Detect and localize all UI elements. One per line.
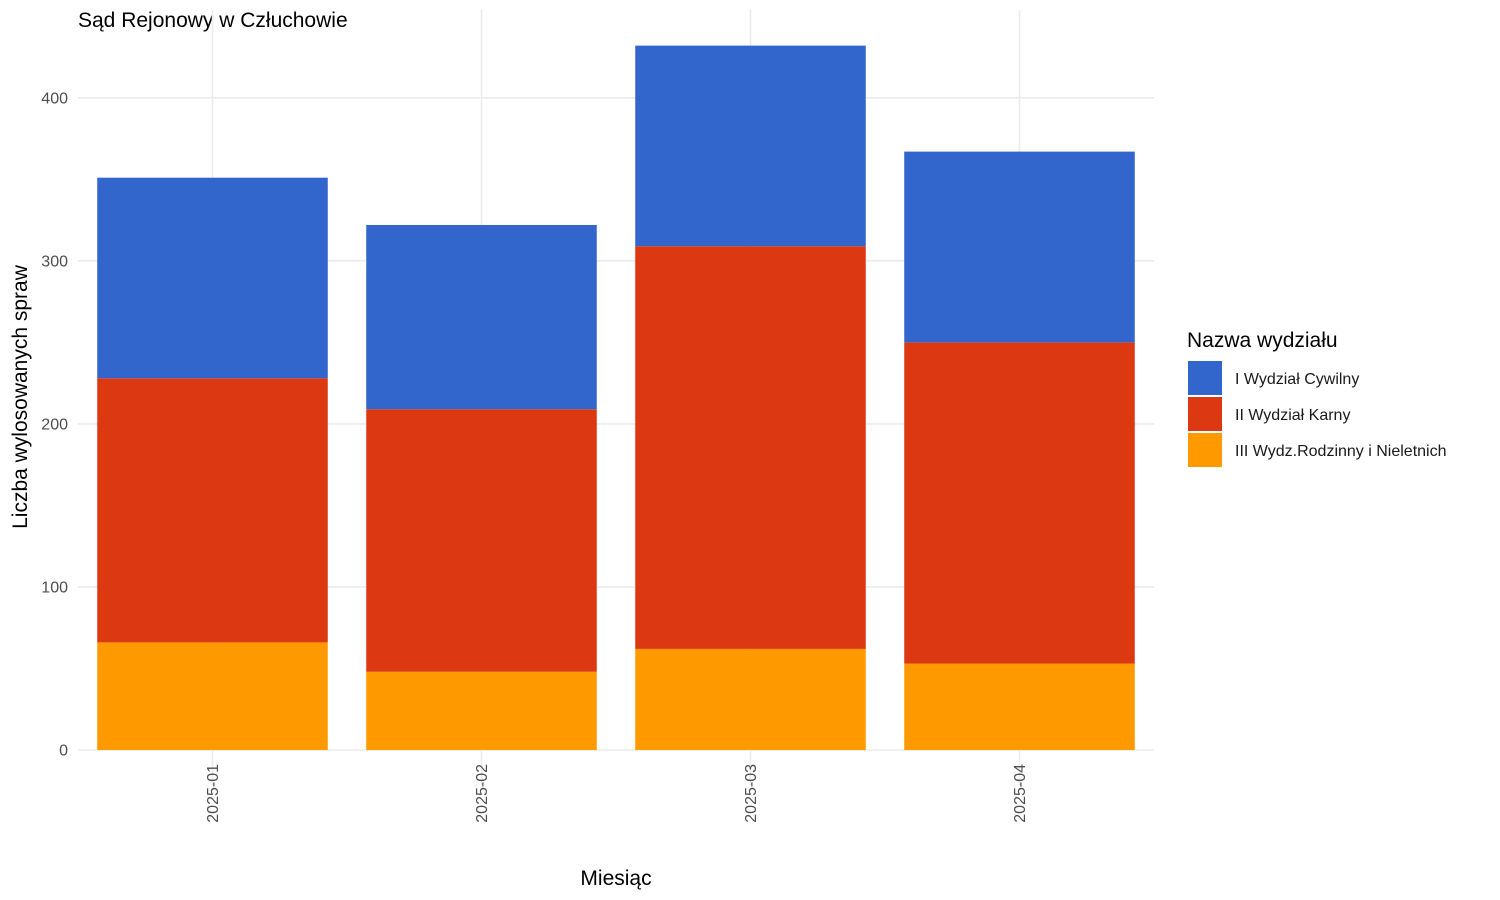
bar-segment (904, 151, 1135, 343)
y-axis-title: Liczba wylosowanych spraw (9, 264, 32, 529)
y-tick-label: 100 (41, 579, 68, 596)
legend: Nazwa wydziału I Wydział Cywilny II Wydzi… (1187, 329, 1447, 467)
x-tick-label: 2025-04 (1012, 764, 1029, 823)
y-tick-label: 300 (41, 253, 68, 270)
x-tick-label: 2025-01 (205, 764, 222, 823)
bar-segment (904, 663, 1135, 750)
bar-segment (635, 648, 866, 750)
bar-segment (97, 177, 328, 379)
legend-items: I Wydział Cywilny II Wydział Karny III Wyd… (1188, 361, 1447, 467)
x-tick-label: 2025-03 (743, 764, 760, 823)
y-tick-label: 400 (41, 90, 68, 107)
bar-segment (366, 224, 597, 410)
bar-segment (366, 671, 597, 750)
bar-segment (635, 45, 866, 247)
bar-segment (635, 246, 866, 649)
bar-segment (97, 642, 328, 750)
legend-label: III Wydz.Rodzinny i Nieletnich (1235, 443, 1447, 460)
bar-segment (97, 378, 328, 643)
y-tick-label: 200 (41, 416, 68, 433)
legend-label: II Wydział Karny (1235, 407, 1350, 424)
x-axis-ticks: 2025-01 2025-02 2025-03 2025-04 (205, 764, 1029, 823)
bars (97, 45, 1135, 750)
x-axis-title: Miesiąc (580, 867, 651, 890)
bar-segment (366, 409, 597, 672)
bar-segment (904, 342, 1135, 664)
legend-swatch (1188, 361, 1222, 395)
legend-label: I Wydział Cywilny (1235, 371, 1359, 388)
legend-swatch (1188, 433, 1222, 467)
x-tick-label: 2025-02 (474, 764, 491, 823)
y-axis-ticks: 0 100 200 300 400 (41, 90, 68, 759)
y-tick-label: 0 (59, 743, 68, 760)
legend-swatch (1188, 397, 1222, 431)
legend-title: Nazwa wydziału (1187, 329, 1338, 352)
